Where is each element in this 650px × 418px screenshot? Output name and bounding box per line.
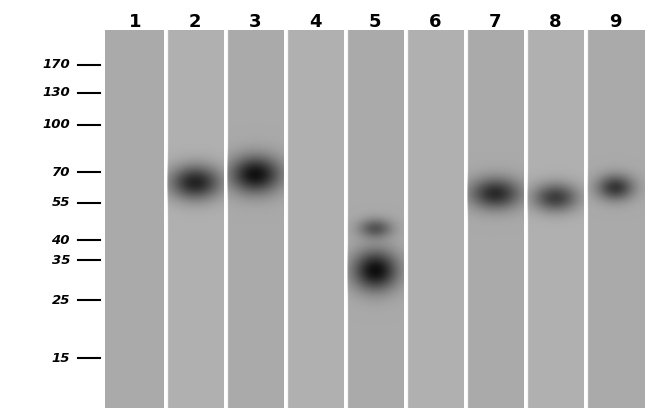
Text: 7: 7 — [489, 13, 501, 31]
Text: 35: 35 — [51, 253, 70, 267]
Text: 5: 5 — [369, 13, 382, 31]
Text: 70: 70 — [51, 166, 70, 178]
Text: 40: 40 — [51, 234, 70, 247]
Text: 3: 3 — [249, 13, 261, 31]
Text: 6: 6 — [429, 13, 441, 31]
Text: 100: 100 — [42, 118, 70, 132]
Text: 1: 1 — [129, 13, 141, 31]
Text: 130: 130 — [42, 87, 70, 99]
Text: 4: 4 — [309, 13, 321, 31]
Text: 55: 55 — [51, 196, 70, 209]
Text: 9: 9 — [609, 13, 621, 31]
Text: 170: 170 — [42, 59, 70, 71]
Text: 2: 2 — [188, 13, 202, 31]
Text: 15: 15 — [51, 352, 70, 364]
Text: 25: 25 — [51, 293, 70, 306]
Text: 8: 8 — [549, 13, 562, 31]
